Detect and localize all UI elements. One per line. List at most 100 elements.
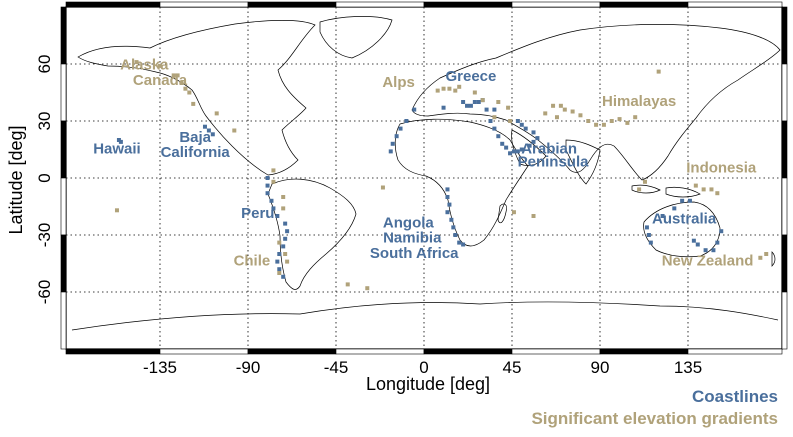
coastline-cell — [472, 100, 477, 104]
coastline-cell — [412, 107, 417, 112]
elevation-gradient-cell — [285, 259, 290, 264]
border-segment — [335, 348, 425, 355]
coastline-cell — [277, 252, 282, 256]
south-america-outline — [267, 178, 357, 290]
region-label: Peru — [241, 205, 274, 222]
elevation-gradient-cell — [271, 168, 276, 173]
coastline-cell — [703, 248, 708, 253]
coastline-cell — [265, 176, 270, 180]
coastline-cell — [465, 103, 470, 108]
y-tick-label: 30 — [35, 112, 54, 131]
elevation-gradient-cell — [496, 100, 501, 104]
y-tick-label: -30 — [35, 223, 54, 248]
elevation-gradient-cell — [633, 115, 638, 120]
elevation-gradient-cell — [701, 187, 706, 192]
coastline-outlines — [71, 16, 781, 331]
coastline-cell — [277, 267, 282, 272]
coastline-cell — [531, 130, 536, 135]
border-segment — [687, 348, 783, 355]
elevation-gradient-cell — [709, 187, 714, 192]
elevation-gradient-cell — [758, 255, 763, 260]
coastline-cell — [711, 248, 716, 253]
elevation-gradient-cell — [511, 210, 516, 215]
region-label: Alps — [382, 74, 415, 91]
coastline-cell — [447, 202, 452, 207]
coastline-cell — [394, 134, 399, 139]
coastline-cell — [461, 242, 466, 247]
coastline-cell — [210, 132, 215, 137]
border-segment — [781, 177, 788, 236]
coastline-cell — [118, 139, 123, 144]
border-segment — [159, 1, 249, 8]
antarctica-outline — [71, 301, 779, 331]
region-label: Namibia — [383, 230, 442, 247]
y-tick-label: 60 — [35, 55, 54, 74]
elevation-gradient-cell — [365, 286, 370, 291]
elevation-gradient-cell — [617, 117, 622, 122]
coastline-cell — [519, 147, 524, 152]
coastline-cell — [265, 191, 270, 196]
coastline-cell — [265, 183, 270, 188]
elevation-gradient-cell — [531, 214, 536, 218]
x-tick-label: -135 — [143, 358, 177, 377]
border-segment — [335, 1, 425, 8]
x-tick-label: -90 — [236, 358, 261, 377]
border-segment — [511, 1, 601, 8]
border-segment — [60, 291, 67, 350]
coastline-cell — [646, 233, 651, 237]
y-axis-label: Latitude [deg] — [6, 125, 26, 234]
elevation-gradient-cell — [594, 122, 599, 127]
elevation-gradient-cell — [281, 206, 286, 211]
x-tick-label: 45 — [503, 358, 522, 377]
elevation-gradient-cell — [586, 119, 591, 123]
border-segment — [687, 1, 783, 8]
coastline-cell — [390, 141, 395, 146]
elevation-gradient-cell — [543, 111, 548, 116]
coastline-cell — [398, 126, 403, 131]
region-label: Chile — [234, 252, 271, 269]
coastline-cell — [687, 198, 692, 203]
coastline-cell — [660, 214, 665, 218]
y-tick-label: -60 — [35, 280, 54, 305]
elevation-gradient-cell — [114, 208, 119, 213]
gridlines — [66, 7, 782, 349]
elevation-gradient-cell — [492, 115, 497, 120]
elevation-gradient-cell — [554, 115, 559, 120]
elevation-gradient-cell — [480, 98, 485, 103]
coastline-cell — [519, 122, 524, 127]
coastline-cell — [285, 229, 290, 234]
checkered-border — [60, 1, 788, 355]
coastline-cell — [672, 206, 677, 211]
elevation-gradient-cell — [447, 86, 452, 91]
border-segment — [65, 348, 161, 355]
x-axis-label: Longitude [deg] — [366, 374, 490, 394]
x-tick-label: 135 — [674, 358, 702, 377]
elevation-gradient-cell — [183, 86, 188, 91]
border-segment — [60, 63, 67, 122]
elevation-gradient-cell — [570, 109, 575, 114]
coastline-cell — [461, 100, 466, 104]
coastline-cell — [508, 151, 513, 156]
coastline-cell — [680, 198, 685, 203]
coastline-cell — [511, 149, 516, 154]
region-label: New Zealand — [662, 252, 754, 269]
region-label: South Africa — [370, 245, 459, 262]
coastline-cell — [283, 221, 288, 226]
elevation-gradient-cell — [457, 84, 462, 89]
border-segment — [781, 6, 788, 65]
elevation-gradient-cell — [472, 90, 477, 95]
region-label: Greece — [445, 68, 496, 85]
coastline-cell — [715, 240, 720, 245]
region-label: Canada — [133, 72, 188, 89]
border-segment — [781, 291, 788, 350]
elevation-gradient-cell — [656, 69, 661, 74]
x-tick-label: 90 — [591, 358, 610, 377]
coastline-cell — [488, 119, 493, 123]
elevation-gradient-cell — [551, 103, 556, 108]
coastline-cell — [445, 195, 450, 199]
region-label: Angola — [383, 214, 434, 231]
coastline-cell — [484, 107, 489, 112]
coastline-cell — [457, 240, 462, 245]
